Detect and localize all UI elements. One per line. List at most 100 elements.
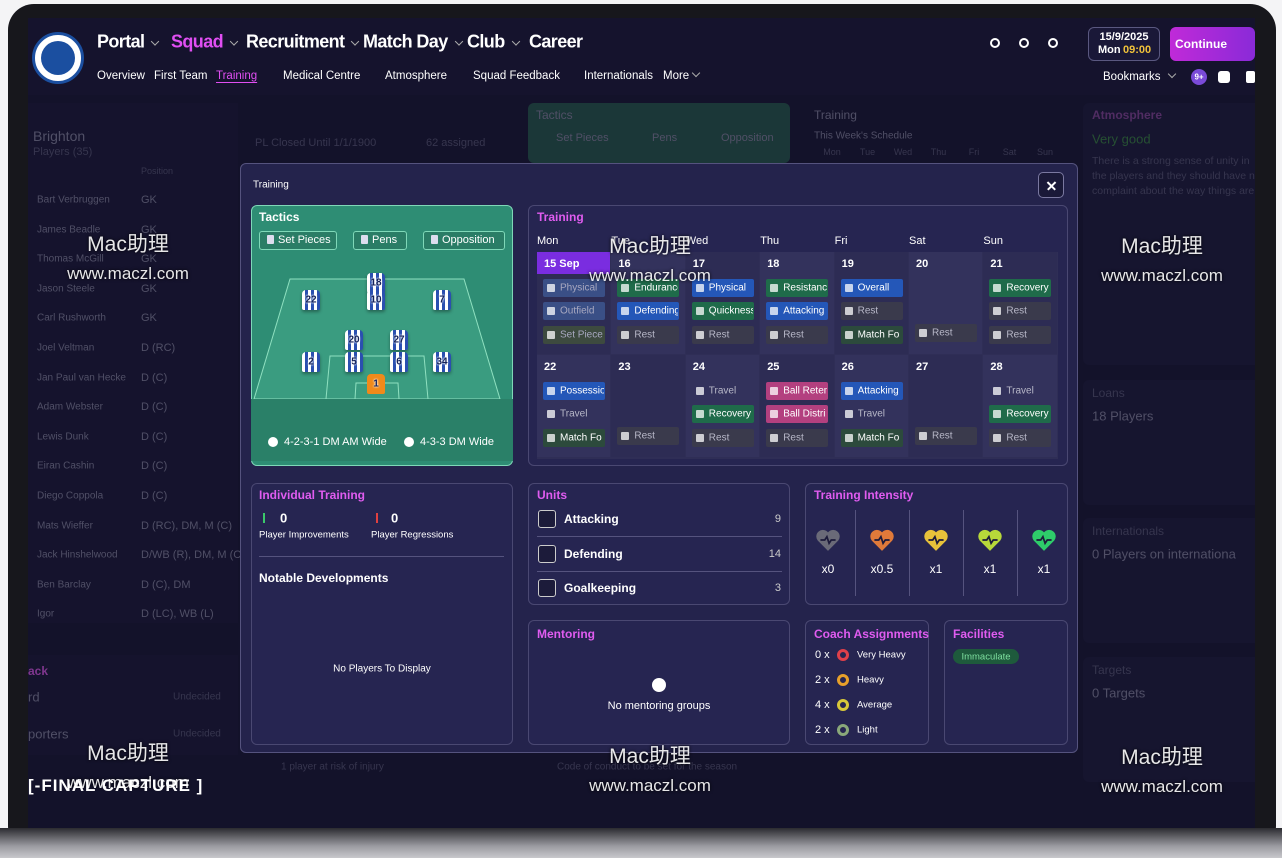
session-label[interactable]: Rest (708, 329, 730, 341)
nav-item[interactable]: Club (467, 32, 520, 53)
session-label[interactable]: Outfield (560, 305, 595, 317)
sub-nav-item[interactable]: Atmosphere (385, 70, 448, 82)
tactics-button-label[interactable]: Pens (372, 234, 398, 246)
session-pill[interactable] (915, 324, 977, 342)
sub-nav-item[interactable]: Squad Feedback (473, 70, 560, 82)
sub-nav-item[interactable]: First Team (154, 70, 208, 82)
tactics-button-label[interactable]: Opposition (442, 234, 495, 246)
session-pill[interactable] (766, 279, 829, 297)
session-pill[interactable] (617, 279, 680, 297)
session-label[interactable]: Rest (634, 430, 655, 442)
session-label[interactable]: Match Fo (857, 432, 900, 444)
tactics-button[interactable] (259, 231, 337, 250)
session-pill[interactable] (617, 302, 680, 320)
session-pill[interactable] (989, 326, 1052, 344)
session-label[interactable]: Travel (708, 385, 737, 397)
watermark-brand: Mac助理 (1121, 746, 1203, 769)
session-label[interactable]: Quickness (708, 305, 753, 317)
continue-label[interactable]: Continue (1175, 37, 1227, 51)
session-label[interactable]: Travel (560, 408, 588, 420)
session-pill[interactable] (543, 429, 605, 447)
session-pill[interactable] (766, 302, 829, 320)
session-pill[interactable] (617, 427, 680, 445)
formation[interactable]: 4-2-3-1 DM AM Wide (284, 436, 387, 448)
session-label[interactable]: Attacking (783, 305, 825, 317)
tv-icon[interactable] (1246, 71, 1255, 83)
session-label[interactable]: Physical (560, 282, 598, 294)
tactics-button-label[interactable]: Set Pieces (278, 234, 331, 246)
session-pill[interactable] (989, 429, 1052, 447)
kit-icon[interactable] (1218, 71, 1230, 83)
nav-item[interactable]: Recruitment (246, 32, 360, 53)
pl-status: PL Closed Until 1/1/1900 (255, 137, 377, 149)
session-pill[interactable] (766, 429, 829, 447)
sub-nav-item[interactable]: Internationals (584, 70, 654, 82)
sub-nav-item[interactable]: Medical Centre (283, 70, 361, 82)
sub-nav-item[interactable]: Overview (97, 70, 145, 82)
continue-button[interactable] (1170, 27, 1255, 61)
session-label[interactable]: Rest (1006, 305, 1027, 317)
session-pill[interactable] (766, 405, 829, 423)
session-pill[interactable] (691, 405, 754, 423)
session-label[interactable]: Travel (857, 408, 886, 420)
player-kit (433, 290, 451, 310)
session-label[interactable]: Recovery (708, 408, 752, 420)
session-label[interactable]: Match Fo (560, 432, 602, 444)
session-label[interactable]: Travel (1006, 385, 1034, 397)
formation[interactable]: 4-3-3 DM Wide (420, 436, 494, 448)
session-label[interactable]: Ball Reten (783, 385, 828, 397)
session-pill[interactable] (543, 326, 605, 344)
session-pill[interactable] (691, 326, 754, 344)
session-label[interactable]: Set Piece (560, 329, 603, 341)
session-label[interactable]: Rest (783, 432, 804, 444)
nav-icon[interactable] (1048, 38, 1058, 48)
session-label[interactable]: Recovery (1006, 408, 1049, 420)
session-pill[interactable] (915, 427, 977, 445)
session-label[interactable]: Possessio (560, 385, 604, 397)
session-label[interactable]: Resistance (783, 282, 828, 294)
session-label[interactable]: Rest (783, 329, 804, 341)
session-pill[interactable] (989, 405, 1052, 423)
session-label[interactable]: Ball Distri (783, 408, 826, 420)
session-pill[interactable] (989, 279, 1052, 297)
session-pill[interactable] (543, 382, 605, 400)
session-label[interactable]: Rest (1006, 432, 1027, 444)
session-label[interactable]: Match Fo (857, 329, 900, 341)
session-pill[interactable] (840, 302, 903, 320)
sub-nav-item[interactable]: Training (216, 70, 258, 82)
session-pill[interactable] (840, 429, 903, 447)
session-pill[interactable] (840, 279, 903, 297)
session-pill[interactable] (840, 326, 903, 344)
sub-nav-item[interactable]: More (663, 68, 701, 82)
session-label[interactable]: Rest (634, 329, 655, 341)
session-pill[interactable] (543, 279, 605, 297)
session-pill[interactable] (840, 382, 903, 400)
session-label[interactable]: Rest (932, 430, 953, 442)
nav-icon[interactable] (990, 38, 1000, 48)
session-pill[interactable] (766, 382, 829, 400)
nav-item[interactable]: Squad (171, 32, 239, 53)
session-label[interactable]: Rest (857, 305, 879, 317)
session-label[interactable]: Recovery (1006, 282, 1049, 294)
session-pill[interactable] (617, 326, 680, 344)
session-label[interactable]: Rest (708, 432, 730, 444)
session-pill[interactable] (691, 279, 754, 297)
nav-item[interactable]: Portal (97, 32, 160, 53)
session-pill[interactable] (989, 302, 1052, 320)
session-label[interactable]: Endurance (634, 282, 679, 294)
session-pill[interactable] (543, 302, 605, 320)
nav-item[interactable]: Match Day (363, 32, 463, 53)
nav-item[interactable]: Career (529, 31, 583, 52)
session-label[interactable]: Attacking (857, 385, 899, 397)
session-label[interactable]: Defending (634, 305, 679, 317)
bookmarks[interactable]: Bookmarks (1103, 69, 1176, 83)
session-pill[interactable] (691, 429, 754, 447)
session-label[interactable]: Rest (932, 327, 953, 339)
tactics-button[interactable] (423, 231, 505, 250)
session-pill[interactable] (691, 302, 754, 320)
session-label[interactable]: Physical (708, 282, 747, 294)
session-label[interactable]: Overall (857, 282, 890, 294)
session-pill[interactable] (766, 326, 829, 344)
session-label[interactable]: Rest (1006, 329, 1027, 341)
nav-icon[interactable] (1019, 38, 1029, 48)
